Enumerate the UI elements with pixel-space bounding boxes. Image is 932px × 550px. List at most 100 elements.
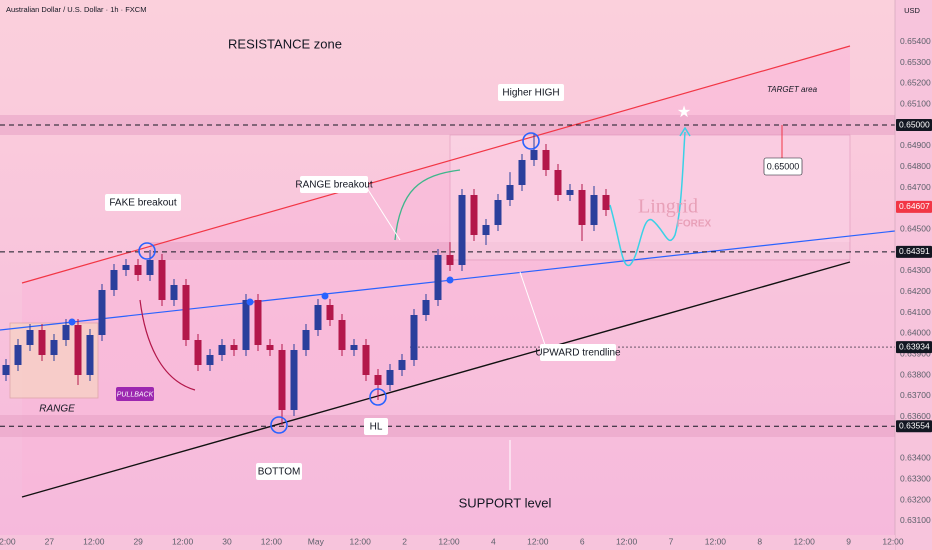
y-tick-label: 0.63400 xyxy=(900,453,931,463)
upward-trendline-label: UPWARD trendline xyxy=(535,348,621,359)
breakout-arrow xyxy=(394,169,461,241)
x-tick-label: 29 xyxy=(133,536,143,546)
x-tick-label: 12:00 xyxy=(0,536,16,546)
support-label: SUPPORT level xyxy=(459,495,552,510)
x-tick-label: 12:00 xyxy=(83,536,105,546)
higher-high-label: Higher HIGH xyxy=(502,88,559,99)
candle-body xyxy=(242,300,250,350)
target-label: TARGET area xyxy=(767,85,818,94)
fake-breakout-label: FAKE breakout xyxy=(109,198,176,209)
y-tick-label: 0.64000 xyxy=(900,328,931,338)
trendline-dots xyxy=(68,276,454,326)
dot xyxy=(246,298,254,306)
forecast-arrow xyxy=(679,126,691,137)
pullback-label: PULLBACK xyxy=(117,391,154,398)
support-trendline xyxy=(21,261,851,498)
candle-body xyxy=(218,345,226,355)
candle-body xyxy=(446,255,454,265)
candle-body xyxy=(458,195,466,265)
candle-body xyxy=(290,350,298,410)
candle-body xyxy=(194,340,202,365)
candle-body xyxy=(146,260,154,275)
candle-body xyxy=(542,150,550,170)
callout-line xyxy=(519,271,546,346)
bottom-label: BOTTOM xyxy=(258,467,301,478)
x-tick-label: 12:00 xyxy=(438,536,460,546)
y-tick-label: 0.63300 xyxy=(900,473,931,483)
x-tick-label: 9 xyxy=(846,536,851,546)
y-tick-label: 0.63700 xyxy=(900,390,931,400)
y-tick-label: 0.64700 xyxy=(900,182,931,192)
candle-body xyxy=(566,190,574,195)
candle-body xyxy=(122,265,130,270)
candle-body xyxy=(62,325,70,340)
price-label: 0.64607 xyxy=(899,201,930,211)
y-tick-label: 0.65400 xyxy=(900,36,931,46)
x-tick-label: 30 xyxy=(222,536,232,546)
x-tick-label: 8 xyxy=(757,536,762,546)
resistance-label: RESISTANCE zone xyxy=(228,36,342,51)
y-tick-label: 0.65300 xyxy=(900,57,931,67)
candle-body xyxy=(278,350,286,410)
price-label-box xyxy=(896,420,932,433)
x-tick-label: 2 xyxy=(402,536,407,546)
candle-body xyxy=(98,290,106,335)
y-tick-label: 0.64900 xyxy=(900,140,931,150)
resistance-trendline xyxy=(21,45,851,284)
candle-body xyxy=(74,325,82,375)
candle-body xyxy=(254,300,262,345)
candle-body xyxy=(302,330,310,350)
candle-body xyxy=(206,355,214,365)
candle-body xyxy=(170,285,178,300)
candles xyxy=(2,132,610,425)
dot xyxy=(321,292,329,300)
label-box xyxy=(300,176,368,193)
y-tick-label: 0.63900 xyxy=(900,348,931,358)
x-tick-label: 12:00 xyxy=(527,536,549,546)
resistance-band xyxy=(0,115,895,135)
y-tick-label: 0.64100 xyxy=(900,307,931,317)
price-label: 0.63934 xyxy=(899,341,930,351)
candle-body xyxy=(494,200,502,225)
x-tick-label: 4 xyxy=(491,536,496,546)
symbol-header: Australian Dollar / U.S. Dollar · 1h · F… xyxy=(6,5,146,14)
dot xyxy=(446,276,454,284)
candle-body xyxy=(326,305,334,320)
candle-body xyxy=(554,170,562,195)
currency-label: USD xyxy=(904,6,920,15)
support-band xyxy=(0,415,895,437)
price-label-box xyxy=(896,119,932,131)
marker xyxy=(522,132,540,150)
price-label-box xyxy=(896,200,932,213)
x-tick-label: 6 xyxy=(580,536,585,546)
candle-body xyxy=(482,225,490,235)
candle-body xyxy=(50,340,58,355)
marker xyxy=(138,242,156,260)
range-box xyxy=(449,134,851,261)
label-box xyxy=(540,344,616,361)
label-box xyxy=(364,418,388,435)
target-price-label: 0.65000 xyxy=(767,161,800,171)
marker xyxy=(369,388,387,406)
candle-body xyxy=(362,345,370,375)
target-star: ★ xyxy=(677,104,691,121)
time-axis xyxy=(0,535,895,550)
y-tick-label: 0.63800 xyxy=(900,369,931,379)
x-tick-label: 12:00 xyxy=(350,536,372,546)
candle-body xyxy=(530,150,538,160)
candle-body xyxy=(230,345,238,350)
candle-body xyxy=(398,360,406,370)
hl-label: HL xyxy=(370,422,383,433)
candle-body xyxy=(158,260,166,300)
candle-body xyxy=(26,330,34,345)
brand: Lingrid xyxy=(638,196,698,218)
y-tick-label: 0.64800 xyxy=(900,161,931,171)
x-tick-label: 7 xyxy=(669,536,674,546)
label-box xyxy=(256,463,302,480)
candle-body xyxy=(470,195,478,235)
candle-body xyxy=(86,335,94,375)
candle-body xyxy=(38,330,46,355)
x-tick-label: 12:00 xyxy=(794,536,816,546)
candle-body xyxy=(314,305,322,330)
